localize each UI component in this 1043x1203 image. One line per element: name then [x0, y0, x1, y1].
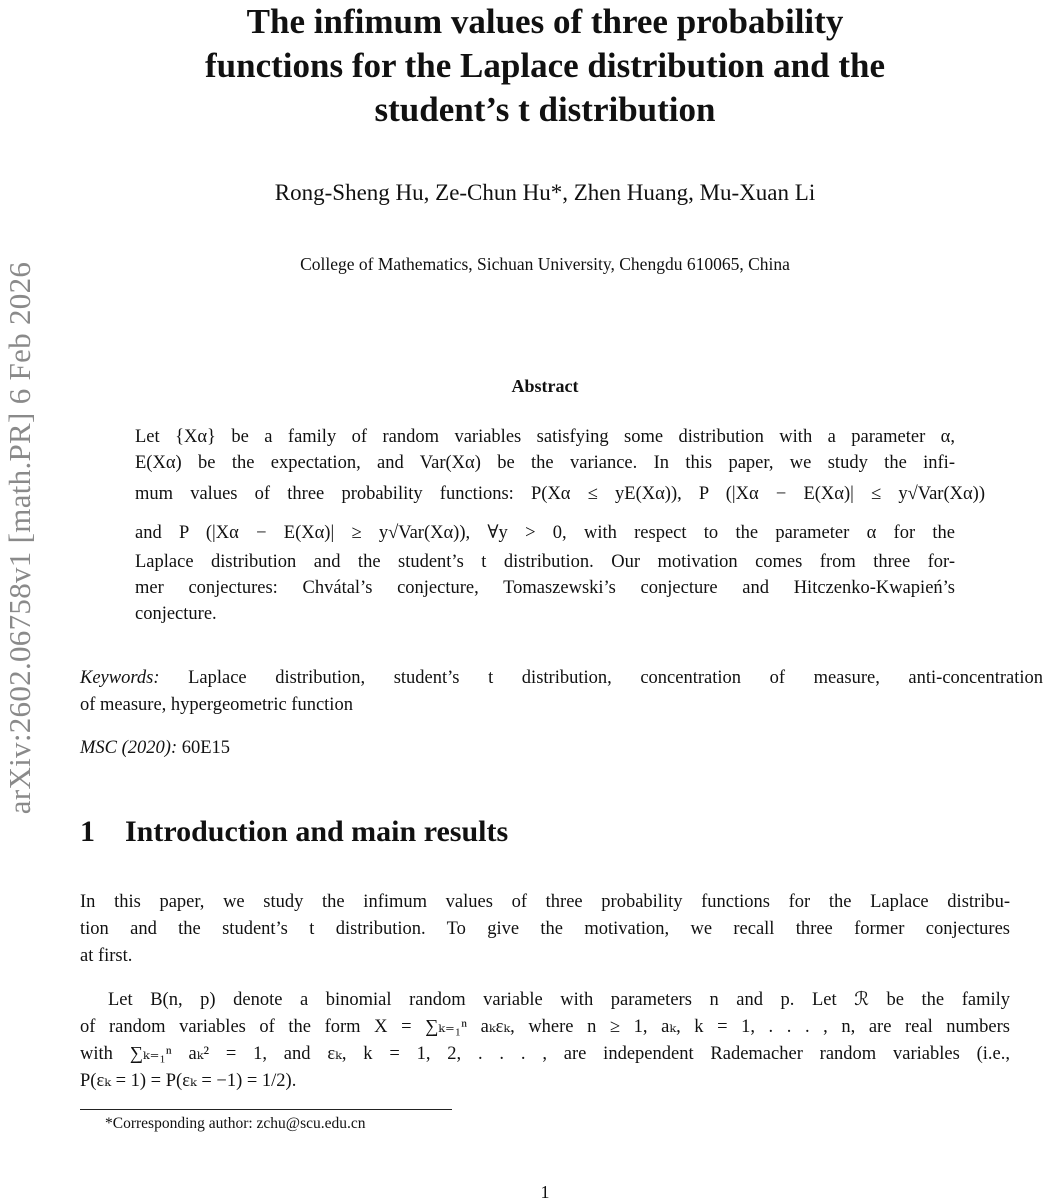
keywords-line: Keywords: Laplace distribution, student’…	[80, 668, 1043, 689]
keywords-label: Keywords:	[80, 668, 160, 688]
abstract-line: Let {Xα} be a family of random variables…	[135, 427, 955, 447]
title-line: functions for the Laplace distribution a…	[205, 46, 885, 85]
paragraph-line: of random variables of the form X = ∑ₖ₌₁…	[80, 1017, 1010, 1037]
abstract-line: E(Xα) be the expectation, and Var(Xα) be…	[135, 453, 955, 473]
paragraph-line: at first.	[80, 946, 133, 966]
abstract-line: mum values of three probability function…	[135, 484, 985, 504]
abstract-line: Laplace distribution and the student’s t…	[135, 552, 955, 572]
abstract-heading: Abstract	[511, 376, 579, 396]
affiliation: College of Mathematics, Sichuan Universi…	[300, 254, 790, 274]
msc-value: 60E15	[181, 738, 231, 758]
paragraph-line: tion and the student’s t distribution. T…	[80, 919, 1010, 939]
abstract-line: conjecture.	[135, 604, 217, 624]
section-title: Introduction and main results	[125, 815, 509, 848]
paper-title: The infimum values of three probability …	[60, 0, 1030, 132]
section-heading: 1 Introduction and main results	[80, 815, 538, 849]
paragraph-line: with ∑ₖ₌₁ⁿ aₖ² = 1, and εₖ, k = 1, 2, . …	[80, 1044, 1010, 1064]
footnote-rule	[80, 1109, 452, 1110]
paragraph-line: Let B(n, p) denote a binomial random var…	[108, 990, 1010, 1010]
paragraph-line: P(εₖ = 1) = P(εₖ = −1) = 1/2).	[80, 1071, 297, 1091]
arxiv-stamp: arXiv:2602.06758v1 [math.PR] 6 Feb 2026	[2, 261, 37, 815]
authors: Rong-Sheng Hu, Ze-Chun Hu*, Zhen Huang, …	[274, 180, 816, 205]
abstract-line: mer conjectures: Chvátal’s conjecture, T…	[135, 578, 955, 598]
keywords-line: of measure, hypergeometric function	[80, 695, 353, 715]
page-number: 1	[540, 1182, 550, 1202]
msc-label: MSC (2020):	[80, 738, 178, 758]
title-line: student’s t distribution	[374, 90, 716, 129]
title-line: The infimum values of three probability	[246, 2, 844, 41]
paragraph-line: In this paper, we study the infimum valu…	[80, 892, 1010, 912]
section-number: 1	[80, 815, 95, 848]
msc: MSC (2020): 60E15	[80, 738, 230, 759]
abstract-line: and P (|Xα − E(Xα)| ≥ y√Var(Xα)), ∀y > 0…	[135, 523, 955, 543]
keywords-text: Laplace distribution, student’s t distri…	[188, 668, 1043, 688]
footnote: *Corresponding author: zchu@scu.edu.cn	[105, 1115, 366, 1132]
